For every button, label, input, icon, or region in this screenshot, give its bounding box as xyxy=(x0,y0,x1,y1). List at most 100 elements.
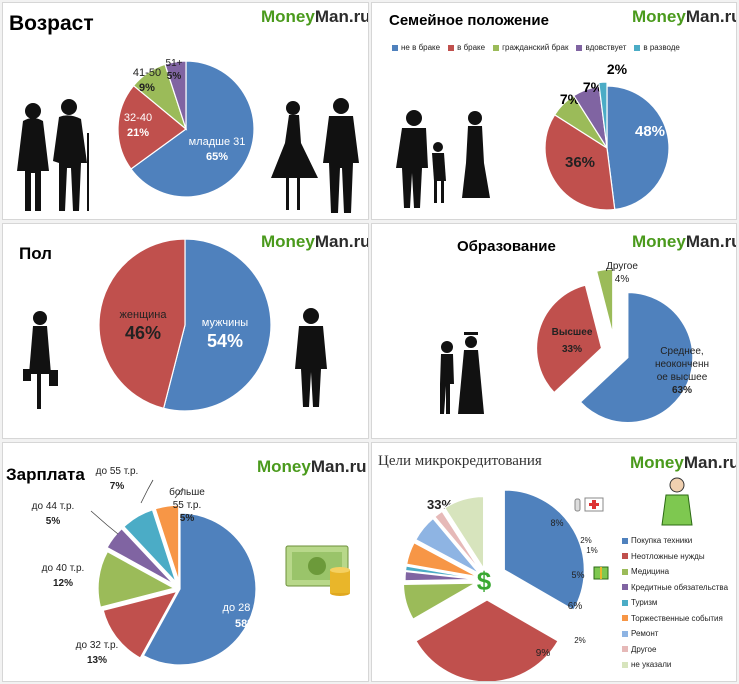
salary-label-2: до 40 т.р. 12% xyxy=(42,563,85,589)
panel-age: Возраст MoneyMan.ru младше 31 65% 32-40 21%… xyxy=(2,2,369,220)
legend-swatch xyxy=(622,661,628,668)
panel-goals: Цели микрокредитования MoneyMan.ru Покуп… xyxy=(371,442,737,682)
legend-label: Туризм xyxy=(631,598,658,608)
goals-slice-8 xyxy=(443,495,485,571)
salary-leader-0 xyxy=(90,510,119,535)
goals-label-4: 1% xyxy=(586,546,598,555)
age-label-3: 51+ 5% xyxy=(166,58,183,82)
legend-swatch xyxy=(392,44,398,51)
family-legend-item-3: вдовствует xyxy=(576,43,626,52)
gender-silhouette-man xyxy=(295,308,327,407)
salary-label-1: до 32 т.р. 13% xyxy=(76,640,119,666)
age-silhouette-young-woman xyxy=(271,101,318,210)
salary-label-3: до 44 т.р. 5% xyxy=(32,501,75,527)
family-legend-item-1: в браке xyxy=(448,43,485,52)
goals-legend-item-0: Покупка техники xyxy=(622,533,728,549)
salary-slice-3 xyxy=(106,527,175,585)
goals-slice-4 xyxy=(404,565,478,580)
brand-logo-gender: MoneyMan.ru xyxy=(261,232,369,251)
family-label-1: 36% xyxy=(565,154,595,171)
salary-slice-2 xyxy=(97,550,176,608)
family-legend: не в браке в браке гражданский брак вдовств… xyxy=(392,43,680,52)
family-chart: 48%36%7%7%2% xyxy=(396,61,670,211)
education-label-1: Высшее 33% xyxy=(552,327,593,355)
salary-leader-1 xyxy=(140,479,154,504)
legend-swatch xyxy=(622,553,628,560)
goals-legend: Покупка техники Неотложные нужды Медицина К… xyxy=(622,533,728,673)
age-slice-0 xyxy=(130,60,255,198)
goals-slice-1 xyxy=(415,599,559,681)
education-label-2: Другое 4% xyxy=(606,261,638,285)
family-label-0: 48% xyxy=(635,123,665,140)
education-title: Образование xyxy=(457,238,556,255)
salary-label-0: до 28 т.р. 58% xyxy=(223,602,270,630)
gift-icon xyxy=(593,566,609,580)
legend-swatch xyxy=(493,44,500,51)
family-legend-item-4: в разводе xyxy=(634,43,680,52)
goals-slice-0 xyxy=(503,489,585,611)
family-legend-item-0: не в браке xyxy=(392,43,440,52)
salary-slice-4 xyxy=(123,509,177,583)
brand-logo-family: MoneyMan.ru xyxy=(632,7,737,26)
age-silhouette-elderly-woman xyxy=(17,103,49,211)
legend-label: в разводе xyxy=(643,43,680,52)
brand-logo-age: MoneyMan.ru xyxy=(261,7,369,26)
family-title: Семейное положение xyxy=(389,12,549,29)
svg-text:$: $ xyxy=(477,566,492,596)
age-label-2: 41-50 9% xyxy=(133,67,161,94)
legend-label: Кредитные обязательства xyxy=(631,582,729,592)
education-chart: Среднее, неоконченн ое высшее 63% Высшее 33% Д… xyxy=(440,261,709,424)
legend-label: Торжественные события xyxy=(631,613,723,623)
goals-legend-item-1: Неотложные нужды xyxy=(622,549,728,565)
age-label-1: 32-40 21% xyxy=(124,112,152,139)
salary-label-5: больше 55 т.р. 5% xyxy=(169,486,205,524)
legend-swatch xyxy=(622,537,628,544)
family-slice-4 xyxy=(598,81,608,149)
panel-gender: Пол MoneyMan.ru мужчины 54% женщина 46% xyxy=(2,223,369,439)
gender-chart: мужчины 54% женщина 46% xyxy=(23,238,327,412)
family-label-4: 2% xyxy=(607,61,628,77)
legend-swatch xyxy=(622,584,628,591)
legend-label: Неотложные нужды xyxy=(631,551,705,561)
legend-label: Другое xyxy=(631,644,657,654)
legend-label: вдовствует xyxy=(585,43,627,52)
salary-chart: до 28 т.р. 58% до 32 т.р. 13% до 40 т.р. 12% д… xyxy=(32,466,350,666)
education-slice-0 xyxy=(579,291,694,424)
medicine-icon xyxy=(574,497,604,512)
age-label-0: младше 31 65% xyxy=(189,136,246,163)
salary-title: Зарплата xyxy=(6,465,85,484)
goals-legend-item-2: Медицина xyxy=(622,564,728,580)
age-title: Возраст xyxy=(9,12,94,35)
gender-label-0: мужчины 54% xyxy=(202,317,248,351)
goals-legend-item-4: Туризм xyxy=(622,595,728,611)
goals-label-7: 2% xyxy=(574,636,586,645)
goals-legend-item-6: Ремонт xyxy=(622,626,728,642)
legend-swatch xyxy=(576,44,583,51)
gender-slice-1 xyxy=(98,238,186,410)
goals-legend-item-8: не указали xyxy=(622,657,728,673)
goals-label-6: 6% xyxy=(568,601,583,612)
goals-legend-item-5: Торжественные события xyxy=(622,611,728,627)
brand-logo-goals: MoneyMan.ru xyxy=(630,453,737,472)
legend-swatch xyxy=(634,44,641,51)
age-slice-3 xyxy=(164,60,187,130)
family-silhouette xyxy=(396,110,490,208)
salary-slice-1 xyxy=(102,590,179,659)
gender-slice-0 xyxy=(162,238,272,412)
panel-salary: Зарплата MoneyMan.ru до 28 т.р. 58% до 32 … xyxy=(2,442,369,682)
salary-leader-2 xyxy=(174,487,184,499)
age-silhouette-young-man xyxy=(323,98,359,213)
goals-slice-6 xyxy=(414,517,480,575)
education-slice-1 xyxy=(535,284,603,394)
legend-label: Медицина xyxy=(631,567,670,577)
goals-label-2: 8% xyxy=(550,518,563,528)
legend-swatch xyxy=(622,568,628,575)
goals-legend-item-7: Другое xyxy=(622,642,728,658)
gender-silhouette-woman xyxy=(23,311,58,409)
legend-swatch xyxy=(622,646,628,653)
goals-slice-2 xyxy=(402,582,478,621)
legend-swatch xyxy=(622,630,628,637)
family-legend-item-2: гражданский брак xyxy=(493,43,568,52)
legend-label: не в браке xyxy=(401,43,441,52)
legend-label: Ремонт xyxy=(631,629,659,639)
